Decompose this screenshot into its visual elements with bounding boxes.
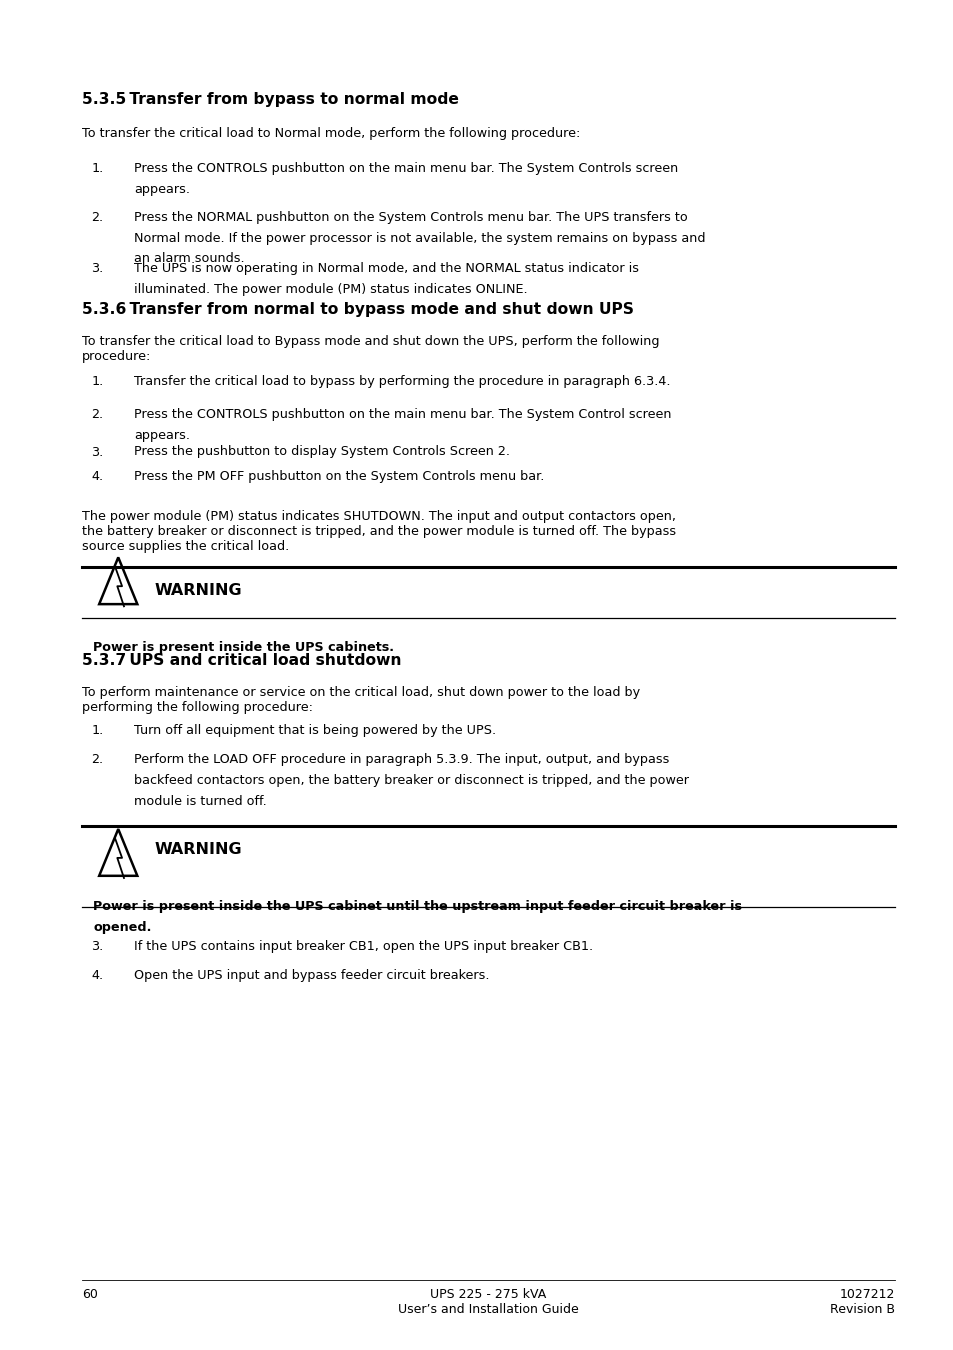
Text: illuminated. The power module (PM) status indicates ONLINE.: illuminated. The power module (PM) statu…: [134, 282, 528, 296]
Text: 1027212
Revision B: 1027212 Revision B: [829, 1288, 894, 1316]
Text: 1.: 1.: [91, 724, 104, 737]
Text: 4.: 4.: [91, 969, 104, 983]
Text: 2.: 2.: [91, 408, 104, 421]
Text: WARNING: WARNING: [154, 583, 242, 598]
Text: 1.: 1.: [91, 162, 104, 176]
Text: 5.3.5 Transfer from bypass to normal mode: 5.3.5 Transfer from bypass to normal mod…: [82, 92, 458, 107]
Text: Press the pushbutton to display System Controls Screen 2.: Press the pushbutton to display System C…: [134, 446, 510, 459]
Text: backfeed contactors open, the battery breaker or disconnect is tripped, and the : backfeed contactors open, the battery br…: [134, 775, 689, 787]
Text: Press the CONTROLS pushbutton on the main menu bar. The System Control screen: Press the CONTROLS pushbutton on the mai…: [134, 408, 671, 421]
Text: 3.: 3.: [91, 262, 104, 275]
Text: 3.: 3.: [91, 940, 104, 953]
Text: Transfer the critical load to bypass by performing the procedure in paragraph 6.: Transfer the critical load to bypass by …: [134, 375, 670, 389]
Text: Turn off all equipment that is being powered by the UPS.: Turn off all equipment that is being pow…: [134, 724, 497, 737]
Text: 2.: 2.: [91, 753, 104, 767]
Text: WARNING: WARNING: [154, 842, 242, 857]
Text: 3.: 3.: [91, 446, 104, 459]
Text: appears.: appears.: [134, 429, 191, 441]
Text: Power is present inside the UPS cabinet until the upstream input feeder circuit : Power is present inside the UPS cabinet …: [93, 900, 741, 914]
Text: Open the UPS input and bypass feeder circuit breakers.: Open the UPS input and bypass feeder cir…: [134, 969, 490, 983]
Text: 5.3.6 Transfer from normal to bypass mode and shut down UPS: 5.3.6 Transfer from normal to bypass mod…: [82, 302, 634, 317]
Text: an alarm sounds.: an alarm sounds.: [134, 252, 245, 266]
Text: appears.: appears.: [134, 182, 191, 196]
Text: Press the CONTROLS pushbutton on the main menu bar. The System Controls screen: Press the CONTROLS pushbutton on the mai…: [134, 162, 678, 176]
Text: 4.: 4.: [91, 470, 104, 483]
Text: The UPS is now operating in Normal mode, and the NORMAL status indicator is: The UPS is now operating in Normal mode,…: [134, 262, 639, 275]
Text: Power is present inside the UPS cabinets.: Power is present inside the UPS cabinets…: [93, 641, 394, 655]
Text: opened.: opened.: [93, 921, 152, 934]
Text: UPS 225 - 275 kVA
User’s and Installation Guide: UPS 225 - 275 kVA User’s and Installatio…: [397, 1288, 578, 1316]
Text: 1.: 1.: [91, 375, 104, 389]
Text: 60: 60: [82, 1288, 98, 1301]
Text: Normal mode. If the power processor is not available, the system remains on bypa: Normal mode. If the power processor is n…: [134, 232, 705, 244]
Text: If the UPS contains input breaker CB1, open the UPS input breaker CB1.: If the UPS contains input breaker CB1, o…: [134, 940, 593, 953]
Text: 5.3.7 UPS and critical load shutdown: 5.3.7 UPS and critical load shutdown: [82, 653, 401, 668]
Text: The power module (PM) status indicates SHUTDOWN. The input and output contactors: The power module (PM) status indicates S…: [82, 510, 676, 554]
Text: To perform maintenance or service on the critical load, shut down power to the l: To perform maintenance or service on the…: [82, 686, 639, 714]
Text: To transfer the critical load to Normal mode, perform the following procedure:: To transfer the critical load to Normal …: [82, 127, 579, 140]
Text: module is turned off.: module is turned off.: [134, 795, 267, 809]
Text: Press the NORMAL pushbutton on the System Controls menu bar. The UPS transfers t: Press the NORMAL pushbutton on the Syste…: [134, 211, 687, 224]
Text: Press the PM OFF pushbutton on the System Controls menu bar.: Press the PM OFF pushbutton on the Syste…: [134, 470, 544, 483]
Text: To transfer the critical load to Bypass mode and shut down the UPS, perform the : To transfer the critical load to Bypass …: [82, 335, 659, 363]
Text: Perform the LOAD OFF procedure in paragraph 5.3.9. The input, output, and bypass: Perform the LOAD OFF procedure in paragr…: [134, 753, 669, 767]
Text: 2.: 2.: [91, 211, 104, 224]
